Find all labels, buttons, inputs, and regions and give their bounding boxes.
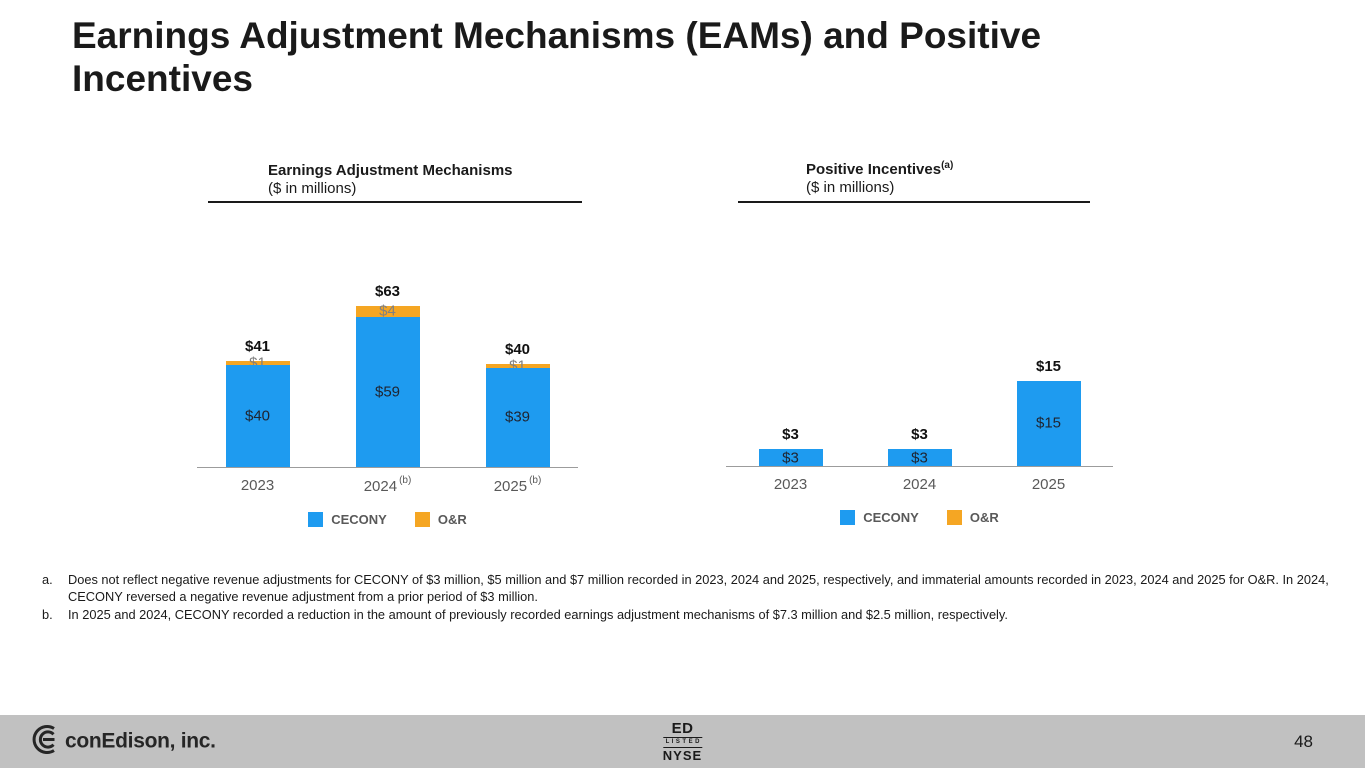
legend-label: O&R (437, 512, 467, 527)
incentives-chart-subtitle: ($ in millions) (806, 179, 895, 197)
bar-total-label: $63 (374, 283, 401, 301)
company-name: conEdison, inc. (65, 729, 216, 753)
bar-segment-or: $4 (355, 302, 420, 320)
bar-segment-cecony: $59 (355, 316, 420, 467)
legend-label: CECONY (331, 512, 387, 527)
bar-segment-value-label: $59 (374, 383, 401, 401)
bar-segment-value-label: $3 (911, 449, 928, 466)
conedison-logo-icon (30, 724, 60, 759)
bar-group: $3 $3 2023 (758, 277, 823, 493)
legend-swatch (308, 512, 324, 527)
bar-group: $15 $15 2025 (1016, 277, 1081, 493)
x-axis-label: 2024 (b) (363, 475, 412, 495)
bar-segment-cecony: $39 (485, 367, 550, 467)
bar-segment-value-label: $4 (379, 302, 396, 320)
legend-item-or: O&R (946, 510, 999, 525)
page-title: Earnings Adjustment Mechanisms (EAMs) an… (72, 15, 1042, 100)
footnote-a: a. Does not reflect negative revenue adj… (42, 571, 1330, 606)
bar-segment-value-label: $3 (782, 449, 799, 466)
x-axis-label: 2025 (1031, 476, 1066, 493)
legend-item-cecony: CECONY (840, 510, 919, 525)
bar-total-label: $40 (504, 340, 531, 358)
eam-chart-subtitle: ($ in millions) (268, 180, 357, 198)
footnote-b: b. In 2025 and 2024, CECONY recorded a r… (42, 606, 1330, 623)
bar-segment-value-label: $40 (244, 407, 271, 425)
bar-group: $3 $3 2024 (887, 277, 952, 493)
eam-chart-header: Earnings Adjustment Mechanisms ($ in mil… (268, 161, 513, 199)
bar-segment-cecony: $3 (887, 449, 952, 466)
bar-total-label: $41 (244, 338, 271, 355)
x-axis-label: 2024 (902, 476, 937, 493)
footer-bar: conEdison, inc. ED LISTED NYSE 48 (0, 715, 1365, 768)
incentives-title-rule (738, 201, 1090, 203)
page-number: 48 (1294, 731, 1313, 751)
incentives-chart-title: Positive Incentives(a) (806, 160, 954, 178)
eam-chart: $1 $40 $41 2023 $4 $59 $63 2024 (b) $1 $39 $40 2025(… (197, 278, 578, 495)
eam-x-axis (197, 467, 578, 468)
footnote-a-text: Does not reflect negative revenue adjust… (68, 572, 1329, 605)
nyse-exchange-label: NYSE (662, 747, 703, 763)
legend-label: CECONY (863, 510, 919, 525)
bar-total-label: $3 (911, 426, 928, 443)
eam-title-rule (208, 201, 582, 203)
bar-segment-cecony: $40 (225, 365, 290, 467)
bar-group: $1 $39 $40 2025 (b) (485, 278, 550, 495)
bar-total-label: $3 (782, 426, 799, 443)
legend-item-or: O&R (414, 512, 467, 527)
footnote-a-marker: a. (42, 572, 53, 587)
eam-chart-title: Earnings Adjustment Mechanisms (268, 162, 513, 179)
legend-swatch (946, 510, 962, 525)
bar-segment-value-label: $39 (504, 408, 531, 426)
bar-group: $4 $59 $63 2024 (b) (355, 278, 420, 495)
nyse-listed-badge: ED LISTED NYSE (662, 719, 703, 763)
bar-group: $1 $40 $41 2023 (225, 278, 290, 494)
nyse-ticker: ED (671, 719, 694, 737)
legend-swatch (840, 510, 856, 525)
incentives-legend: CECONY O&R (726, 510, 1113, 525)
conedison-brand: conEdison, inc. (30, 724, 216, 759)
bar-segment-cecony: $3 (758, 449, 823, 466)
x-axis-label-superscript: (b) (399, 475, 412, 486)
incentives-chart-header: Positive Incentives(a) ($ in millions) (806, 160, 953, 198)
bar-segment-cecony: $15 (1016, 380, 1081, 466)
legend-label: O&R (969, 510, 999, 525)
x-axis-label: 2025 (b) (493, 475, 542, 495)
nyse-listed-label: LISTED (662, 736, 703, 748)
x-axis-label-superscript: (b) (529, 475, 542, 486)
bar-total-label: $15 (1035, 357, 1062, 375)
x-axis-label: 2023 (240, 477, 275, 494)
bar-segment-value-label: $15 (1035, 414, 1062, 432)
legend-swatch (414, 512, 430, 527)
incentives-x-axis (726, 466, 1113, 467)
footnotes: a. Does not reflect negative revenue adj… (42, 571, 1330, 623)
incentives-title-superscript: (a) (941, 160, 954, 171)
incentives-chart: $3 $3 2023 $3 $3 2024 $15 $15 2025 (726, 277, 1113, 493)
legend-item-cecony: CECONY (308, 512, 387, 527)
eam-legend: CECONY O&R (197, 512, 578, 527)
footnote-b-marker: b. (42, 606, 53, 622)
footnote-b-text: In 2025 and 2024, CECONY recorded a redu… (68, 606, 1008, 622)
x-axis-label: 2023 (773, 476, 808, 493)
